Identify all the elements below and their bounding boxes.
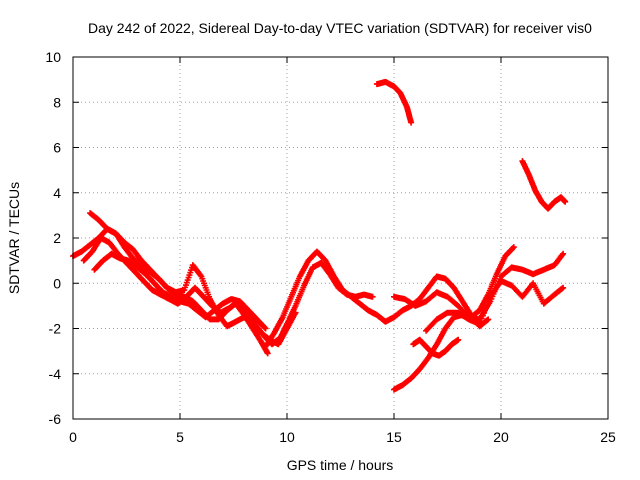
series-arc-7	[373, 78, 415, 126]
x-axis-title: GPS time / hours	[287, 457, 394, 473]
chart-title: Day 242 of 2022, Sidereal Day-to-day VTE…	[88, 20, 592, 36]
grid-lines	[73, 57, 608, 419]
y-tick-label: 4	[53, 185, 61, 201]
x-tick-label: 25	[600, 429, 616, 445]
series-markers	[373, 78, 415, 126]
series-markers	[391, 244, 517, 393]
y-tick-label: 8	[53, 94, 61, 110]
data-series	[70, 78, 569, 393]
y-axis-title: SDTVAR / TECUs	[6, 182, 22, 294]
series-markers	[410, 336, 462, 359]
x-tick-label: 0	[69, 429, 77, 445]
series-markers	[87, 210, 299, 348]
series-arc-10	[410, 336, 462, 359]
series-markers	[284, 259, 376, 327]
y-tick-label: 10	[45, 49, 61, 65]
series-markers	[519, 158, 569, 212]
x-tick-label: 20	[493, 429, 509, 445]
x-tick-label: 5	[176, 429, 184, 445]
series-arc-3	[87, 210, 299, 348]
y-tick-label: 6	[53, 140, 61, 156]
y-tick-label: -6	[49, 411, 62, 427]
axis-ticks: 0 5 10 15 20 25 -6 -4 -2 0 2 4 6 8 10	[45, 49, 616, 445]
series-arc-6	[284, 259, 376, 327]
x-tick-label: 15	[386, 429, 402, 445]
y-tick-label: 2	[53, 230, 61, 246]
series-arc-9	[391, 244, 517, 393]
series-markers	[91, 250, 269, 332]
series-arc-11	[423, 278, 567, 334]
x-tick-label: 10	[279, 429, 295, 445]
y-tick-label: -4	[49, 366, 62, 382]
series-arc-12	[519, 158, 569, 212]
y-tick-label: 0	[53, 275, 61, 291]
series-markers	[423, 278, 567, 334]
y-tick-label: -2	[49, 321, 62, 337]
series-arc-4	[91, 250, 269, 332]
